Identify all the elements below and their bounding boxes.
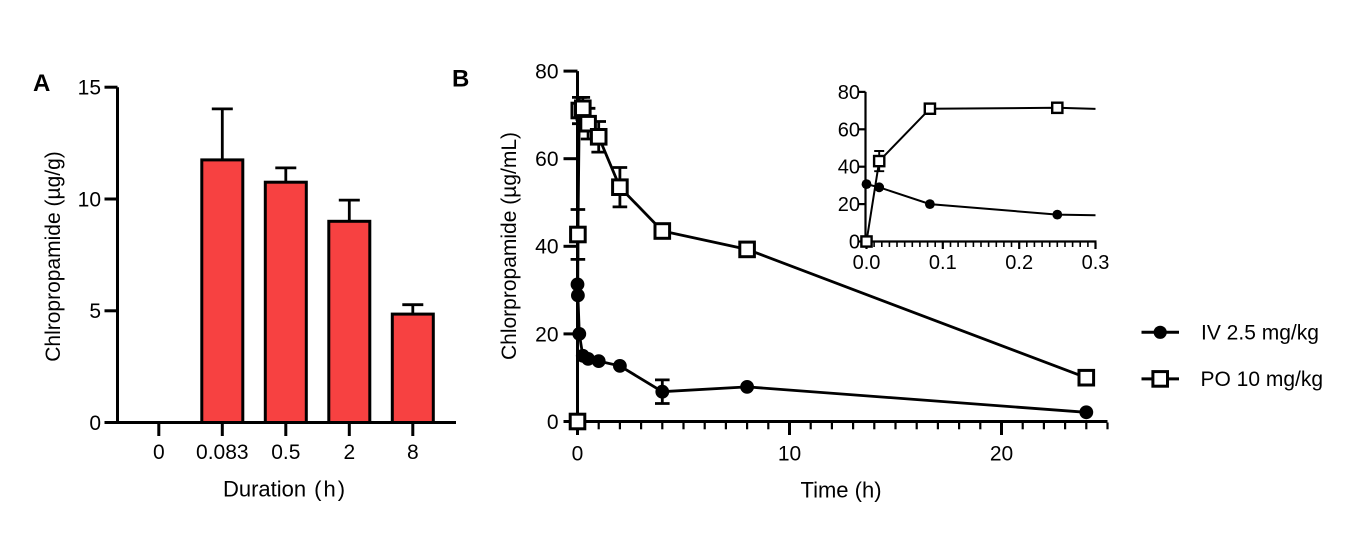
svg-text:0: 0 — [572, 443, 584, 466]
svg-text:5: 5 — [89, 300, 101, 323]
svg-text:80: 80 — [838, 82, 860, 104]
svg-text:10: 10 — [78, 188, 101, 211]
svg-text:IV 2.5 mg/kg: IV 2.5 mg/kg — [1201, 322, 1319, 345]
svg-text:Time (h): Time (h) — [800, 478, 881, 503]
svg-text:40: 40 — [535, 236, 558, 259]
svg-text:Duration(h): Duration (h) — [223, 477, 345, 502]
svg-text:A: A — [33, 70, 50, 97]
svg-text:0.3: 0.3 — [1082, 252, 1110, 274]
svg-text:60: 60 — [535, 148, 558, 171]
svg-text:8: 8 — [407, 441, 419, 464]
svg-text:Chlropropamide (µg/g): Chlropropamide (µg/g) — [42, 151, 65, 362]
svg-text:60: 60 — [838, 119, 860, 141]
svg-text:0.5: 0.5 — [271, 441, 300, 464]
svg-text:2: 2 — [343, 441, 355, 464]
svg-text:15: 15 — [78, 77, 101, 100]
svg-text:PO 10 mg/kg: PO 10 mg/kg — [1201, 368, 1324, 391]
svg-text:0: 0 — [89, 412, 101, 435]
svg-text:0: 0 — [153, 441, 165, 464]
svg-text:B: B — [452, 66, 469, 93]
svg-text:80: 80 — [535, 61, 558, 84]
svg-text:20: 20 — [990, 443, 1013, 466]
svg-text:Chlorpropamide (µg/mL): Chlorpropamide (µg/mL) — [498, 132, 521, 360]
svg-text:0.083: 0.083 — [196, 441, 249, 464]
svg-text:20: 20 — [838, 194, 860, 216]
svg-text:0.1: 0.1 — [929, 252, 957, 274]
svg-text:0.0: 0.0 — [853, 252, 881, 274]
svg-text:0: 0 — [547, 411, 559, 434]
svg-text:0: 0 — [849, 232, 860, 254]
svg-text:20: 20 — [535, 323, 558, 346]
svg-text:10: 10 — [778, 443, 801, 466]
svg-text:0.2: 0.2 — [1005, 252, 1033, 274]
svg-text:40: 40 — [838, 157, 860, 179]
